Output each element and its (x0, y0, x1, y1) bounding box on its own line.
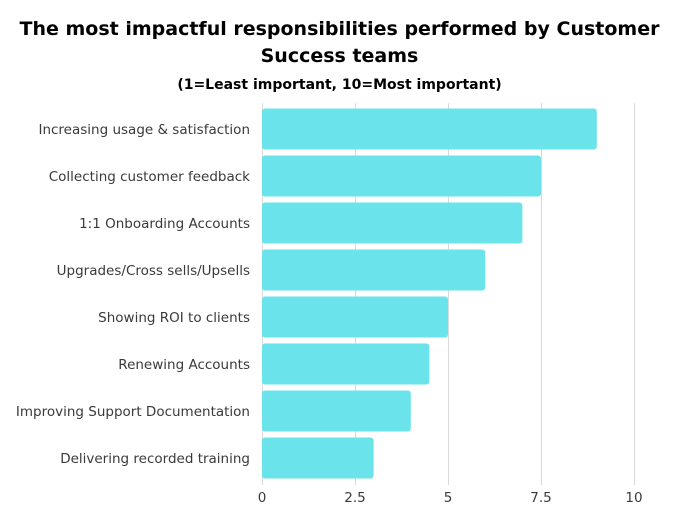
bar-2 (262, 202, 523, 244)
bar-1 (262, 155, 541, 197)
bar-6 (262, 390, 411, 432)
bars (262, 108, 597, 479)
category-label-3: Upgrades/Cross sells/Upsells (57, 263, 250, 279)
category-label-1: Collecting customer feedback (49, 169, 250, 185)
chart-title-line-1: The most impactful responsibilities perf… (19, 18, 660, 40)
x-tick-label-2: 5 (444, 490, 453, 506)
x-tick-label-3: 7.5 (530, 490, 551, 506)
x-tick-label-4: 10 (625, 490, 642, 506)
chart-title: The most impactful responsibilities perf… (0, 16, 679, 70)
category-label-0: Increasing usage & satisfaction (38, 122, 250, 138)
bar-4 (262, 296, 448, 338)
chart-title-line-2: Success teams (260, 45, 419, 67)
category-label-5: Renewing Accounts (118, 357, 250, 373)
x-tick-labels: 0 2.5 5 7.5 10 (258, 490, 643, 506)
category-label-4: Showing ROI to clients (98, 310, 250, 326)
chart-subtitle: (1=Least important, 10=Most important) (177, 77, 502, 93)
x-tick-label-1: 2.5 (344, 490, 365, 506)
bar-7 (262, 437, 374, 479)
category-labels: Increasing usage & satisfaction Collectin… (16, 122, 250, 467)
category-label-6: Improving Support Documentation (16, 404, 250, 420)
bar-3 (262, 249, 486, 291)
x-tick-label-0: 0 (258, 490, 267, 506)
bar-5 (262, 343, 430, 385)
bar-0 (262, 108, 597, 150)
category-label-2: 1:1 Onboarding Accounts (79, 216, 250, 232)
category-label-7: Delivering recorded training (60, 451, 250, 467)
